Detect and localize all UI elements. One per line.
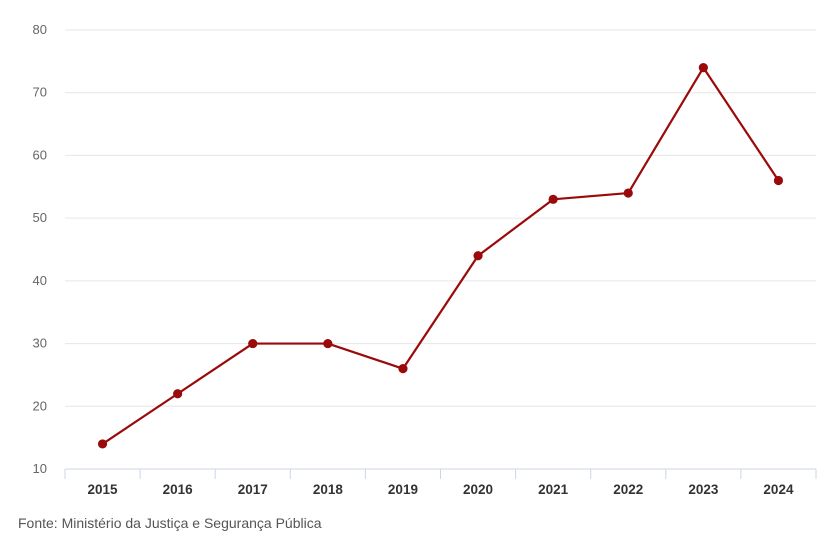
x-tick-label: 2016 xyxy=(163,482,194,497)
y-axis-labels: 10 20 30 40 50 60 70 80 xyxy=(33,22,47,476)
x-tick-label: 2017 xyxy=(238,482,268,497)
x-tick-label: 2022 xyxy=(613,482,643,497)
x-tick-label: 2023 xyxy=(688,482,719,497)
data-point-2022[interactable] xyxy=(623,188,633,198)
data-point-2024[interactable] xyxy=(773,175,784,186)
y-tick-label: 60 xyxy=(33,147,47,162)
x-tick-label: 2020 xyxy=(463,482,493,497)
data-point-2016[interactable] xyxy=(173,389,183,399)
data-points xyxy=(97,63,784,449)
source-note: Fonte: Ministério da Justiça e Segurança… xyxy=(18,515,322,531)
y-tick-label: 50 xyxy=(33,210,47,225)
y-tick-label: 30 xyxy=(33,336,47,351)
x-tick-label: 2019 xyxy=(388,482,418,497)
data-point-2019[interactable] xyxy=(398,364,408,374)
data-point-2023[interactable] xyxy=(698,63,708,73)
data-point-2017[interactable] xyxy=(248,338,258,349)
y-tick-label: 20 xyxy=(33,398,47,413)
y-tick-label: 70 xyxy=(33,85,47,100)
series-line xyxy=(101,66,780,446)
x-tick-label: 2024 xyxy=(763,482,794,497)
x-tick-label: 2021 xyxy=(538,482,569,497)
grid-lines xyxy=(65,29,816,407)
data-point-2020[interactable] xyxy=(473,251,483,261)
y-tick-label: 10 xyxy=(33,461,47,476)
x-axis: 2015 2016 2017 2018 2019 2020 2021 2022 2023 2024 xyxy=(64,468,817,497)
y-tick-label: 40 xyxy=(33,273,47,288)
data-point-2015[interactable] xyxy=(97,439,108,449)
series-line xyxy=(101,66,780,446)
x-tick-label: 2018 xyxy=(313,482,344,497)
data-point-2021[interactable] xyxy=(548,194,558,204)
y-tick-label: 80 xyxy=(33,22,47,37)
data-point-2018[interactable] xyxy=(323,338,333,349)
x-tick-label: 2015 xyxy=(88,482,119,497)
